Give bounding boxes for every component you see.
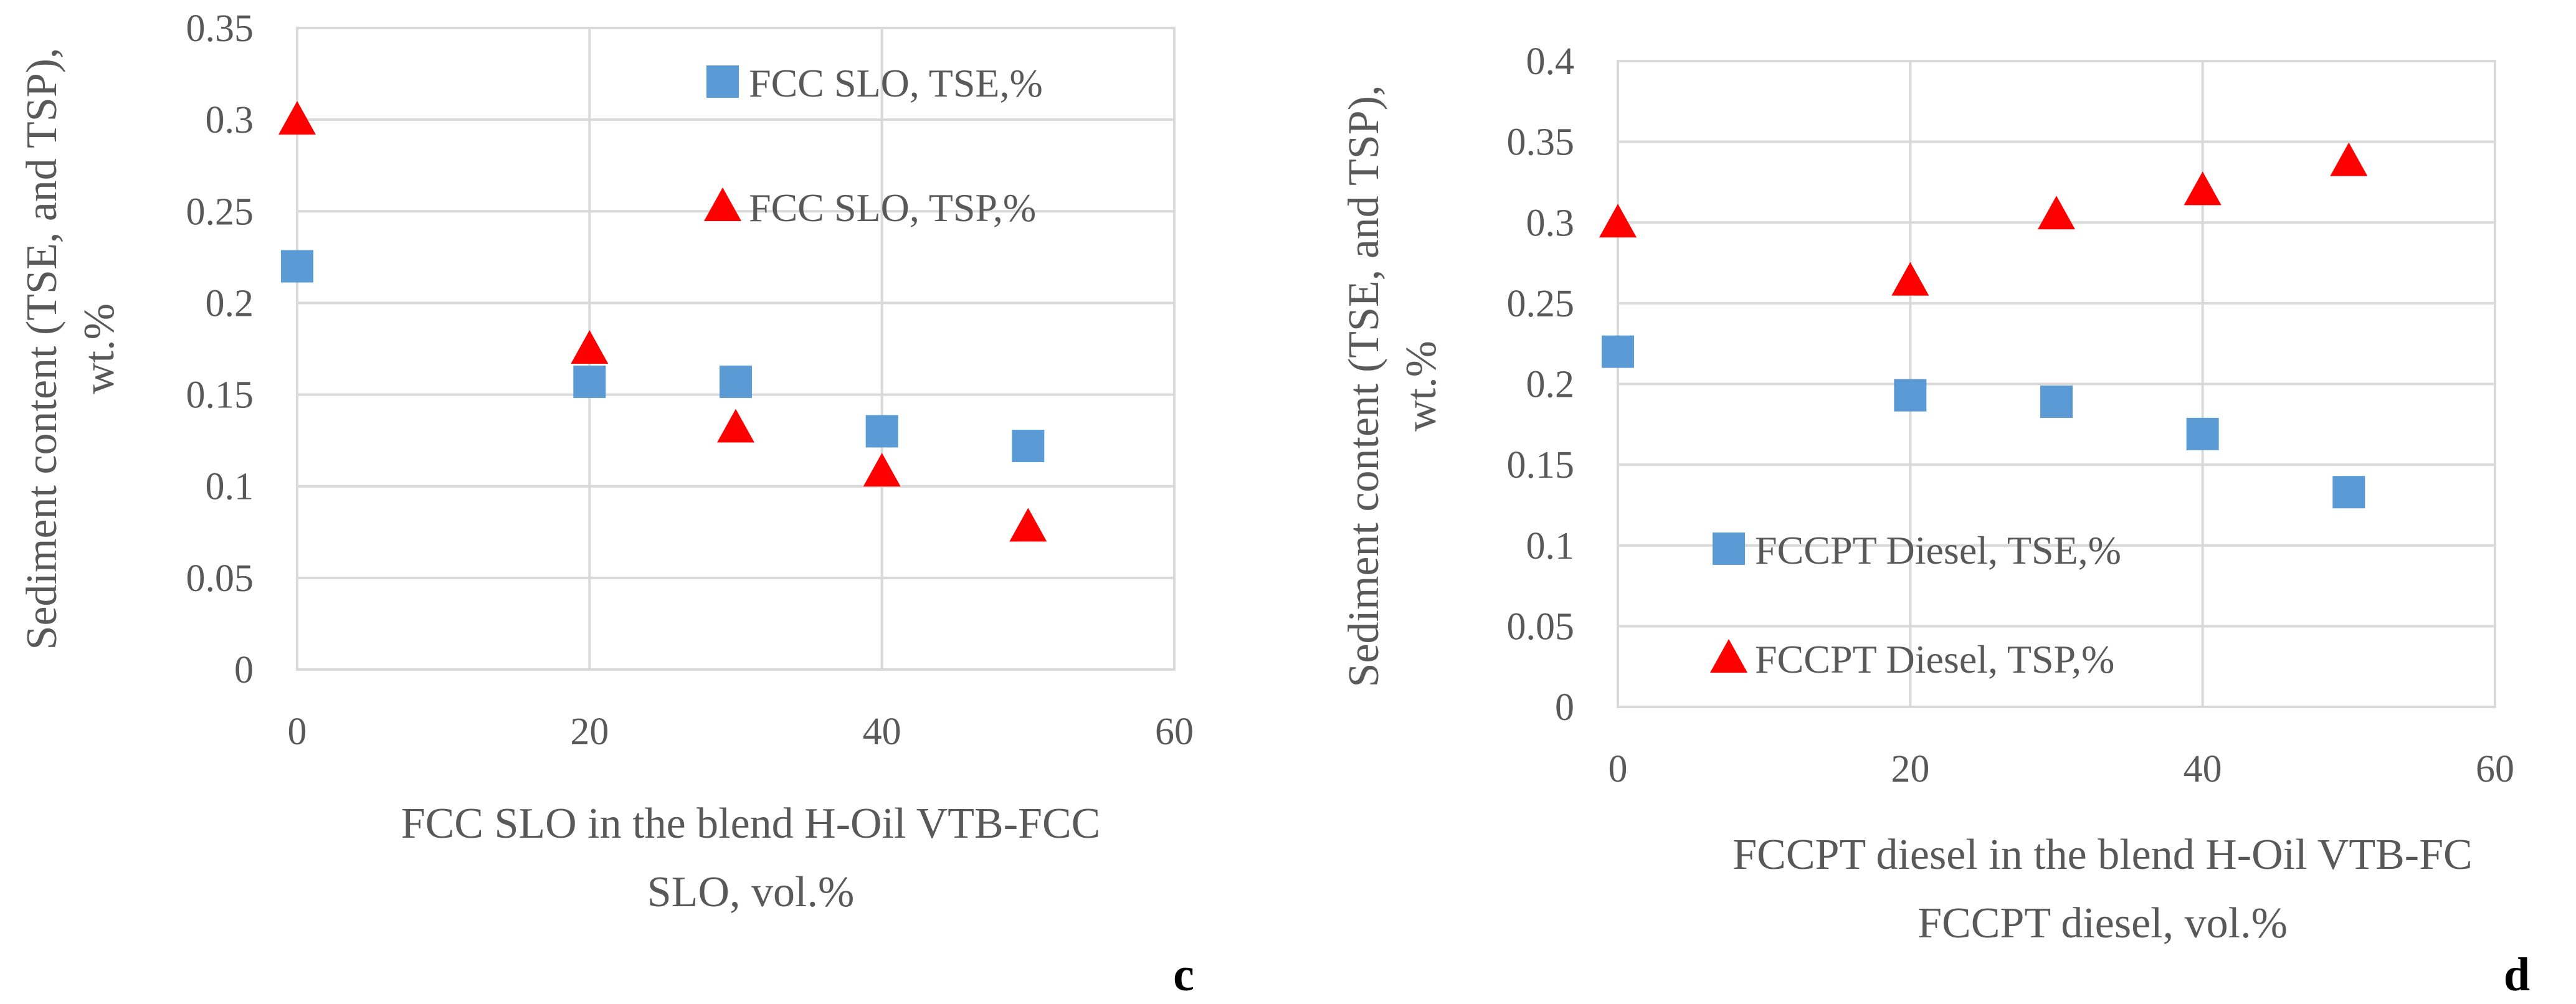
tse-point <box>865 415 898 448</box>
x-axis-title-line: SLO, vol.% <box>647 868 855 916</box>
y-tick-label: 0.25 <box>1507 283 1575 325</box>
legend-label: FCCPT Diesel, TSP,% <box>1755 637 2114 681</box>
x-axis-title-line: FCCPT diesel, vol.% <box>1918 899 2288 947</box>
y-tick-label: 0.3 <box>1526 202 1575 244</box>
x-tick-label: 40 <box>2184 748 2222 790</box>
legend: FCC SLO, TSE,% FCC SLO, TSP,% <box>704 61 1043 230</box>
y-tick-label: 0.2 <box>206 282 254 324</box>
x-axis-title-line: FCC SLO in the blend H-Oil VTB-FCC <box>401 800 1101 848</box>
x-tick-label: 60 <box>2476 748 2514 790</box>
panel-label: c <box>1173 949 1194 1001</box>
y-tick-label: 0.25 <box>186 191 254 233</box>
legend-label: FCC SLO, TSP,% <box>749 186 1036 230</box>
y-axis-title-line: Sediment content (TSE, and TSP), <box>1340 85 1388 688</box>
tsp-point <box>571 330 609 364</box>
x-tick-label: 60 <box>1155 711 1194 753</box>
chart-d: 0 0.05 0.1 0.15 0.2 0.25 0.3 0.35 0.4 0 20 40 60 Sedi… <box>1340 40 2514 947</box>
series-tse <box>281 250 1045 462</box>
legend: FCCPT Diesel, TSE,% FCCPT Diesel, TSP,% <box>1710 528 2121 681</box>
y-axis-title: Sediment content (TSE, and TSP), wt.% <box>1340 85 1445 688</box>
tsp-point <box>2330 142 2368 176</box>
tse-point <box>2332 476 2365 509</box>
series-tse <box>1602 335 2365 509</box>
y-tick-label: 0.35 <box>186 7 254 50</box>
tse-point <box>1602 335 1634 368</box>
y-tick-label: 0.05 <box>186 557 254 600</box>
tse-point <box>720 365 752 398</box>
y-tick-label: 0.3 <box>206 99 254 141</box>
tsp-point <box>1009 508 1047 542</box>
legend-item: FCC SLO, TSP,% <box>704 186 1036 230</box>
series-tsp <box>1599 142 2368 296</box>
y-tick-label: 0.2 <box>1526 364 1575 406</box>
tsp-point <box>278 101 316 135</box>
tsp-point <box>1599 204 1637 238</box>
tsp-point <box>2038 196 2075 230</box>
legend-label: FCC SLO, TSE,% <box>749 61 1043 105</box>
x-tick-label: 40 <box>863 711 901 753</box>
x-tick-label: 0 <box>288 711 307 753</box>
series-tsp <box>278 101 1047 542</box>
x-tick-label: 20 <box>1891 748 1929 790</box>
y-tick-label: 0 <box>234 649 254 691</box>
y-axis-title-line: wt.% <box>75 303 123 394</box>
y-axis-title: Sediment content (TSE, and TSP), wt.% <box>18 48 123 650</box>
tsp-point <box>1891 262 1929 296</box>
legend-item: FCC SLO, TSE,% <box>706 61 1043 105</box>
plot-area <box>296 27 1176 671</box>
y-tick-label: 0.1 <box>206 466 254 508</box>
tse-point <box>2186 417 2219 450</box>
y-tick-label: 0.15 <box>186 374 254 417</box>
x-axis-title-line: FCCPT diesel in the blend H-Oil VTB-FC <box>1732 831 2472 879</box>
legend-item: FCCPT Diesel, TSE,% <box>1713 528 2121 572</box>
x-tick-label: 20 <box>570 711 609 753</box>
tsp-point <box>2184 171 2222 206</box>
tse-point <box>1894 379 1927 412</box>
tse-point <box>573 365 606 398</box>
tse-point <box>281 250 313 283</box>
y-tick-label: 0.1 <box>1526 525 1575 567</box>
square-marker-icon <box>706 65 739 98</box>
x-tick-label: 0 <box>1609 748 1628 790</box>
tsp-point <box>863 453 901 487</box>
y-axis-title-line: wt.% <box>1397 341 1445 432</box>
y-axis-title-line: Sediment content (TSE, and TSP), <box>18 48 66 650</box>
y-tick-label: 0.35 <box>1507 121 1575 164</box>
triangle-marker-icon <box>704 187 741 221</box>
legend-item: FCCPT Diesel, TSP,% <box>1710 637 2114 681</box>
triangle-marker-icon <box>1710 639 1747 673</box>
panel-label: d <box>2504 949 2530 1001</box>
y-tick-label: 0.05 <box>1507 605 1575 648</box>
legend-label: FCCPT Diesel, TSE,% <box>1755 528 2121 572</box>
chart-c: 0 0.05 0.1 0.15 0.2 0.25 0.3 0.35 0 20 40 60 Sedimen… <box>18 7 1194 916</box>
y-tick-label: 0.4 <box>1526 40 1575 83</box>
square-marker-icon <box>1713 533 1745 565</box>
tsp-point <box>717 409 754 443</box>
y-tick-label: 0 <box>1555 686 1574 729</box>
tse-point <box>1012 429 1045 462</box>
tse-point <box>2040 386 2073 419</box>
y-tick-label: 0.15 <box>1507 444 1575 486</box>
